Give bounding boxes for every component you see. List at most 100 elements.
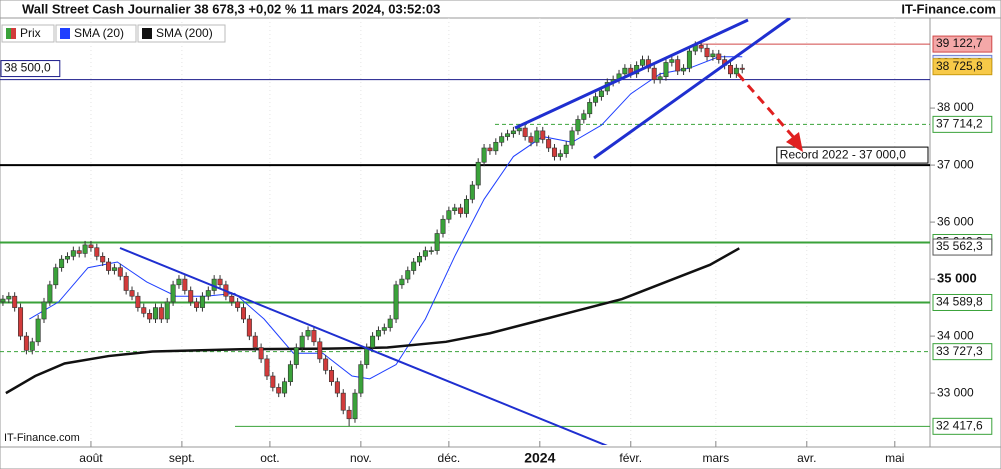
candle-body [246, 318, 252, 337]
legend-swatch [142, 28, 152, 39]
candle-body [704, 47, 710, 58]
candle-body [587, 102, 593, 115]
candle-body [282, 381, 288, 394]
candle-body [546, 139, 552, 149]
level-label-box [932, 417, 993, 435]
candle-body [276, 387, 282, 394]
legend-label: Prix [20, 26, 41, 40]
candle-body [88, 244, 94, 249]
level-label-box [932, 58, 993, 76]
candle-body [18, 307, 24, 337]
level-label-box [932, 238, 993, 256]
candle-body [581, 113, 587, 120]
candle-body [698, 45, 704, 49]
candle-body [739, 67, 745, 70]
x-tick-label: nov. [350, 451, 372, 465]
candle-body [299, 335, 305, 348]
level-label: Record 2022 - 37 000,0 [780, 147, 906, 161]
candle-body [94, 247, 100, 257]
x-tick-label: avr. [797, 451, 816, 465]
level-label: 33 727,3 [936, 344, 983, 358]
x-tick-label: sept. [169, 451, 195, 465]
y-tick-label: 33 000 [937, 385, 974, 399]
candle-body [194, 301, 200, 308]
x-tick-label: août [79, 451, 103, 465]
channel-upper [514, 18, 749, 130]
candle-body [82, 244, 88, 254]
candle-body [182, 278, 188, 291]
candle-body [264, 358, 270, 377]
candle-body [475, 161, 481, 186]
candle-body [152, 307, 158, 320]
candle-body [651, 67, 657, 80]
candle-body [111, 267, 117, 271]
candle-body [522, 127, 528, 137]
candle-body [352, 392, 358, 420]
candle-body [53, 267, 59, 286]
y-tick-label: 38 000 [937, 100, 974, 114]
candle-body [505, 133, 511, 137]
legend-swatch [60, 28, 70, 39]
candle-body [311, 330, 317, 343]
legend-swatch [6, 28, 11, 39]
candle-body [463, 198, 469, 214]
legend-label: SMA (20) [74, 26, 124, 40]
level-label-box [932, 293, 993, 311]
candle-body [510, 130, 516, 135]
candle-body [117, 267, 123, 277]
candle-body [23, 335, 29, 351]
candle-body [411, 261, 417, 271]
legend-swatch [11, 28, 16, 39]
candle-body [358, 364, 364, 394]
candle-body [534, 130, 540, 143]
candle-body [258, 347, 264, 360]
candle-body [598, 90, 604, 97]
candle-body [563, 144, 569, 154]
drawings [119, 18, 803, 445]
candle-body [252, 335, 258, 348]
level-label: 38 500,0 [4, 61, 51, 75]
candle-body [106, 261, 112, 271]
channel-lower [593, 18, 791, 160]
candle-body [188, 290, 194, 303]
candle-body [147, 313, 153, 320]
level-label: 38 725,8 [936, 59, 983, 73]
legend-label: SMA (200) [156, 26, 213, 40]
level-label: 32 417,6 [936, 418, 983, 432]
level-label-box [932, 35, 993, 53]
candle-body [675, 59, 681, 72]
candle-body [164, 301, 170, 320]
candle-body [663, 62, 669, 78]
candle-body [487, 147, 493, 152]
level-label-box [932, 343, 993, 361]
candle-body [100, 255, 106, 263]
candle-body [681, 67, 687, 72]
candle-body [575, 119, 581, 132]
candle-body [217, 278, 223, 286]
candle-body [59, 258, 65, 269]
candle-body [305, 330, 311, 337]
candle-body [199, 295, 205, 308]
candle-body [70, 250, 76, 257]
candle-body [370, 335, 376, 348]
candle-body [434, 233, 440, 251]
candle-body [123, 275, 129, 291]
candle-body [129, 290, 135, 297]
brand: IT-Finance.com [901, 1, 996, 16]
candle-body [417, 255, 423, 263]
candle-body [176, 278, 182, 286]
candle-body [399, 278, 405, 286]
level-label-box [776, 146, 929, 164]
x-tick-label: mai [885, 451, 904, 465]
level-label: 35 562,3 [936, 239, 983, 253]
candle-body [141, 307, 147, 314]
candle-body [528, 136, 534, 143]
candle-body [686, 50, 692, 69]
candle-body [135, 295, 141, 308]
chart-title: Wall Street Cash Journalier 38 678,3 +0,… [22, 1, 440, 16]
candle-body [170, 284, 176, 303]
x-tick-label: févr. [619, 451, 642, 465]
candle-body [334, 381, 340, 394]
downtrend-line [119, 247, 608, 445]
